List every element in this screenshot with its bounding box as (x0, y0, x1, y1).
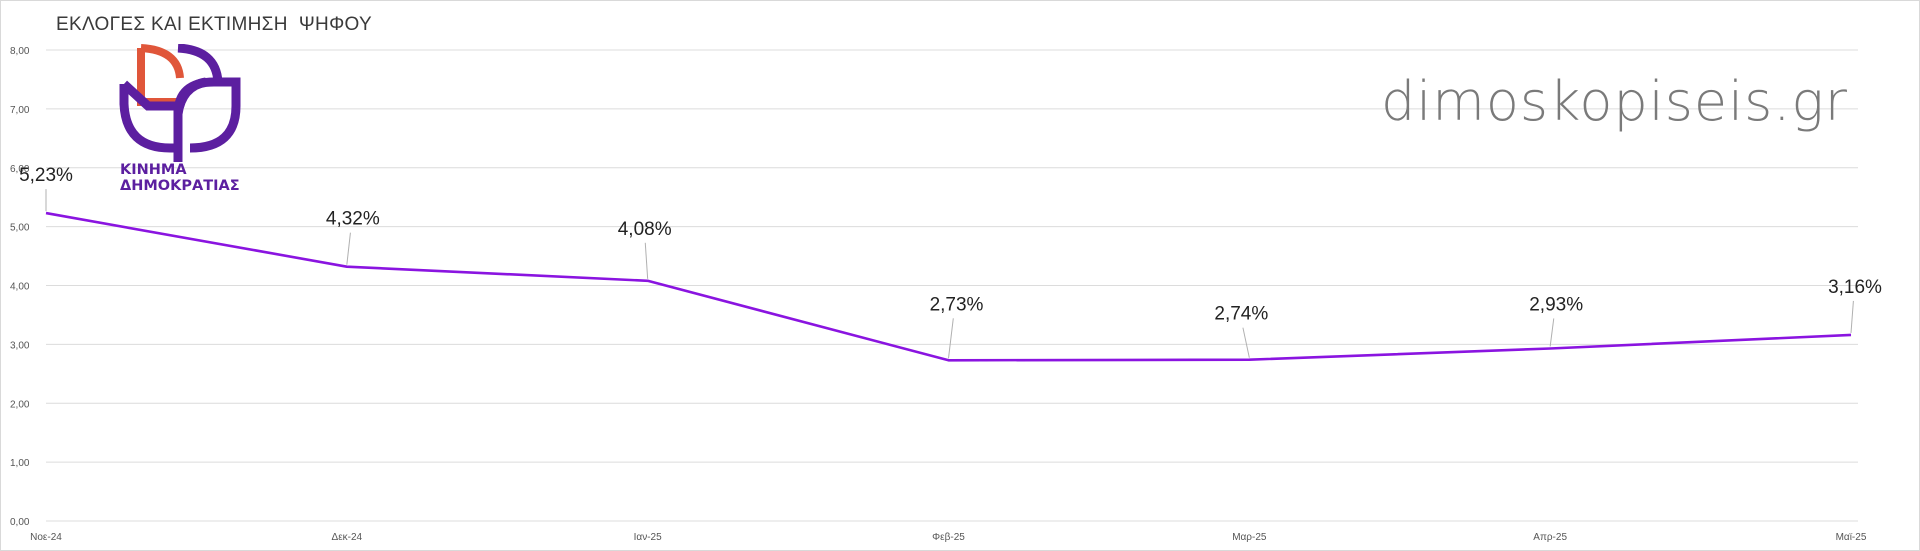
x-tick-label: Απρ-25 (1533, 532, 1567, 543)
chart-title: ΕΚΛΟΓΕΣ ΚΑΙ ΕΚΤΙΜΗΣΗ ΨΗΦΟΥ (56, 14, 372, 35)
data-label: 4,08% (618, 219, 672, 240)
x-tick-label: Μαρ-25 (1232, 532, 1267, 543)
x-tick-label: Ιαν-25 (634, 532, 662, 543)
y-tick-label: 6,00 (10, 164, 30, 175)
y-tick-label: 2,00 (10, 399, 30, 410)
data-label-leader (346, 232, 351, 265)
data-label: 2,74% (1214, 304, 1268, 325)
x-tick-label: Νοε-24 (30, 532, 62, 543)
y-tick-label: 1,00 (10, 458, 30, 469)
data-label: 4,32% (326, 209, 380, 230)
data-label: 3,16% (1828, 277, 1882, 298)
watermark: dimoskopiseis.gr (1381, 70, 1848, 133)
y-tick-label: 7,00 (10, 105, 30, 116)
party-name-line2: ΔΗΜΟΚΡΑΤΙΑΣ (120, 178, 240, 194)
series-line (45, 211, 1852, 362)
x-tick-label: Φεβ-25 (932, 532, 965, 543)
party-logo-icon: ΚΙΝΗΜΑ ΔΗΜΟΚΡΑΤΙΑΣ (118, 43, 248, 199)
data-label: 5,23% (19, 165, 73, 186)
y-tick-label: 8,00 (10, 46, 30, 57)
y-tick-label: 4,00 (10, 282, 30, 293)
x-tick-label: Μαϊ-25 (1836, 532, 1867, 543)
data-label-leader (1242, 327, 1250, 358)
party-name: ΚΙΝΗΜΑ ΔΗΜΟΚΡΑΤΙΑΣ (120, 162, 240, 194)
x-tick-label: Δεκ-24 (332, 532, 363, 543)
y-tick-label: 3,00 (10, 340, 30, 351)
data-label: 2,73% (930, 294, 984, 315)
data-label-leader (1850, 300, 1854, 333)
y-tick-label: 5,00 (10, 223, 30, 234)
data-label-leader (1549, 318, 1555, 347)
y-tick-label: 0,00 (10, 517, 30, 528)
party-name-line1: ΚΙΝΗΜΑ (120, 162, 187, 178)
data-label: 2,93% (1529, 294, 1583, 315)
data-label-leader (948, 318, 954, 359)
data-label-leader (644, 242, 649, 279)
